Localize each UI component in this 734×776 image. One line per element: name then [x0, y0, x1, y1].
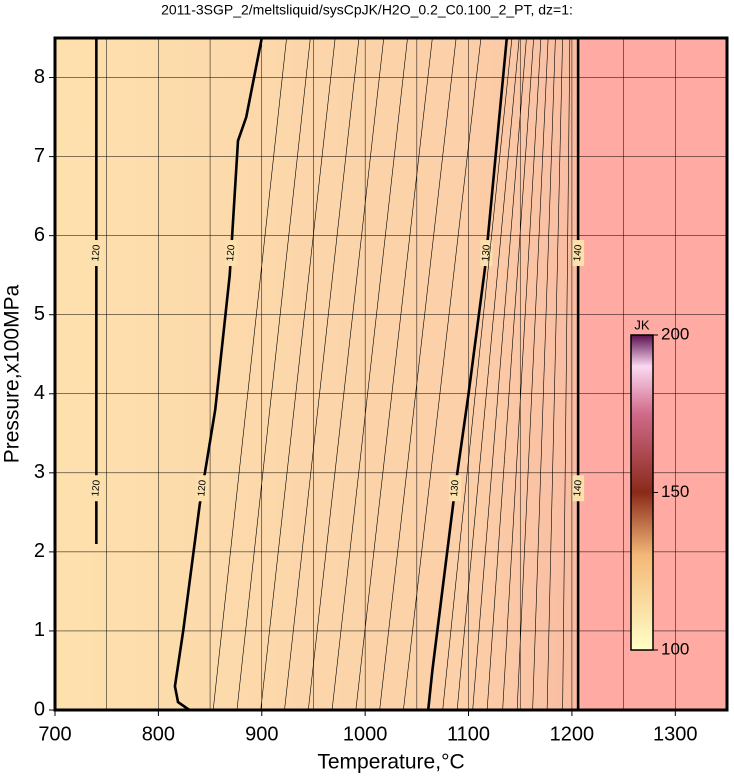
contour-label-bg [90, 240, 103, 267]
colorbar [630, 334, 654, 651]
chart-title: 2011-3SGP_2/meltsliquid/sysCpJK/H2O_0.2_… [161, 2, 573, 18]
x-axis-label: Temperature,°C [317, 751, 464, 774]
contour-line [331, 37, 408, 711]
contour-line [260, 37, 336, 711]
contour-line [355, 37, 433, 711]
y-tick-label: 3 [34, 461, 45, 483]
contour-label: 140 [572, 244, 584, 262]
contour-label-bg [90, 475, 103, 502]
contour-label-bg [196, 475, 209, 502]
contour-line [307, 37, 385, 711]
contour-label: 140 [572, 479, 584, 497]
contour-line [284, 37, 360, 711]
contour-line [442, 37, 513, 711]
y-tick-label: 8 [34, 66, 45, 88]
contour-label: 120 [90, 244, 102, 262]
plot-frame [53, 36, 729, 712]
contour-line [532, 37, 556, 711]
x-tick-label: 700 [38, 723, 71, 745]
x-tick-label: 1300 [653, 723, 698, 745]
contour-line [472, 37, 527, 711]
contour-label: 120 [225, 244, 237, 262]
y-tick-label: 7 [34, 145, 45, 167]
contour-line [379, 37, 457, 711]
x-tick-label: 1100 [447, 723, 490, 745]
contour-line [426, 37, 509, 711]
contour-label: 130 [480, 244, 492, 262]
y-tick-label: 2 [34, 540, 45, 562]
contour-line [212, 37, 287, 711]
contour-line [403, 37, 482, 711]
x-tick-label: 900 [245, 723, 278, 745]
y-tick-label: 6 [34, 224, 45, 246]
contour-label: 120 [196, 479, 208, 497]
contour-label-bg [572, 240, 585, 267]
contour-line [456, 37, 520, 711]
contour-label-bg [225, 240, 238, 267]
contour-line [236, 37, 311, 711]
contour-label-bg [480, 240, 493, 267]
x-tick-label: 1000 [343, 723, 388, 745]
y-tick-label: 5 [34, 303, 45, 325]
y-tick-label: 1 [34, 619, 45, 641]
contour-label-bg [572, 475, 585, 502]
colorbar-tick-label: 100 [661, 639, 689, 658]
contour-line [546, 37, 563, 711]
contour-label-bg [449, 475, 462, 502]
contour-line [562, 37, 571, 711]
contour-label: 130 [449, 479, 461, 497]
y-tick-label: 0 [34, 698, 45, 720]
contour-line [516, 37, 549, 711]
contour-line [486, 37, 534, 711]
contour-line [173, 37, 264, 712]
colorbar-tick-label: 200 [661, 324, 689, 343]
plot-background [55, 38, 727, 710]
x-tick-label: 800 [142, 723, 175, 745]
x-tick-label: 1200 [550, 723, 595, 745]
y-tick-label: 4 [34, 382, 45, 404]
contour-label: 120 [90, 479, 102, 497]
contour-line [502, 37, 542, 711]
colorbar-title: JK [634, 317, 650, 332]
y-axis-label: Pressure,x100MPa [1, 284, 24, 463]
colorbar-tick-label: 150 [661, 482, 689, 501]
